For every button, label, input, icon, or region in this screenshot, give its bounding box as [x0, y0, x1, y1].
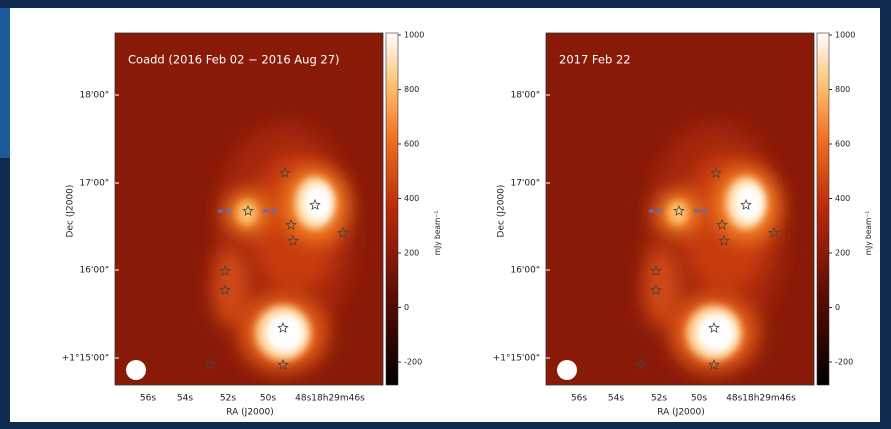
colorbar-tick-label: -200 — [404, 358, 422, 367]
y-tick-label: 18'00" — [79, 91, 109, 101]
y-tick-label: 17'00" — [79, 179, 109, 189]
colorbar-label: mJy beam⁻¹ — [433, 211, 442, 256]
panel-title: Coadd (2016 Feb 02 − 2016 Aug 27) — [128, 53, 340, 67]
x-tick-label: 56s — [571, 394, 587, 404]
x-tick-label: 52s — [220, 394, 236, 404]
x-tick-label: 50s — [260, 394, 276, 404]
colorbar-tick-label: -200 — [835, 358, 853, 367]
colorbar-tick-label: 800 — [835, 85, 850, 94]
y-tick-label: +1°15'00" — [62, 354, 109, 364]
x-tick-label: 54s — [608, 394, 624, 404]
x-tick-label: 48s18h29m46s — [726, 394, 796, 404]
emission — [265, 313, 305, 353]
colorbar-tick-label: 600 — [835, 140, 850, 149]
x-tick-label: 54s — [177, 394, 193, 404]
beam — [126, 360, 146, 380]
y-tick-label: 18'00" — [510, 91, 540, 101]
side-accent — [0, 8, 10, 158]
colorbar-tick-label: 600 — [404, 140, 419, 149]
colorbar-tick-label: 1000 — [404, 31, 424, 40]
panel-title: 2017 Feb 22 — [559, 53, 631, 67]
x-tick-label: 56s — [140, 394, 156, 404]
colorbar — [386, 33, 398, 385]
x-axis-label: RA (J2000) — [657, 408, 705, 418]
colorbar-tick-label: 0 — [404, 303, 409, 312]
emission — [668, 201, 688, 225]
x-tick-label: 52s — [651, 394, 667, 404]
y-tick-label: +1°15'00" — [493, 354, 540, 364]
colorbar-tick-label: 800 — [404, 85, 419, 94]
colorbar — [817, 33, 829, 385]
colorbar-label: mJy beam⁻¹ — [864, 211, 873, 256]
colorbar-tick-label: 400 — [835, 194, 850, 203]
colorbar-tick-label: 1000 — [835, 31, 855, 40]
colorbar-tick-label: 200 — [835, 249, 850, 258]
y-tick-label: 16'00" — [510, 266, 540, 276]
colorbar-tick-label: 200 — [404, 249, 419, 258]
y-tick-label: 16'00" — [79, 266, 109, 276]
slide: Coadd (2016 Feb 02 − 2016 Aug 27) 1000 800… — [0, 0, 891, 429]
y-tick-label: 17'00" — [510, 179, 540, 189]
x-tick-label: 48s18h29m46s — [295, 394, 365, 404]
x-axis-label: RA (J2000) — [226, 408, 274, 418]
emission — [696, 313, 736, 353]
beam — [557, 360, 577, 380]
emission — [237, 201, 257, 225]
colorbar-tick-label: 0 — [835, 303, 840, 312]
x-tick-label: 50s — [691, 394, 707, 404]
y-axis-label: Dec (J2000) — [66, 185, 76, 238]
y-axis-label: Dec (J2000) — [497, 185, 507, 238]
colorbar-tick-label: 400 — [404, 194, 419, 203]
